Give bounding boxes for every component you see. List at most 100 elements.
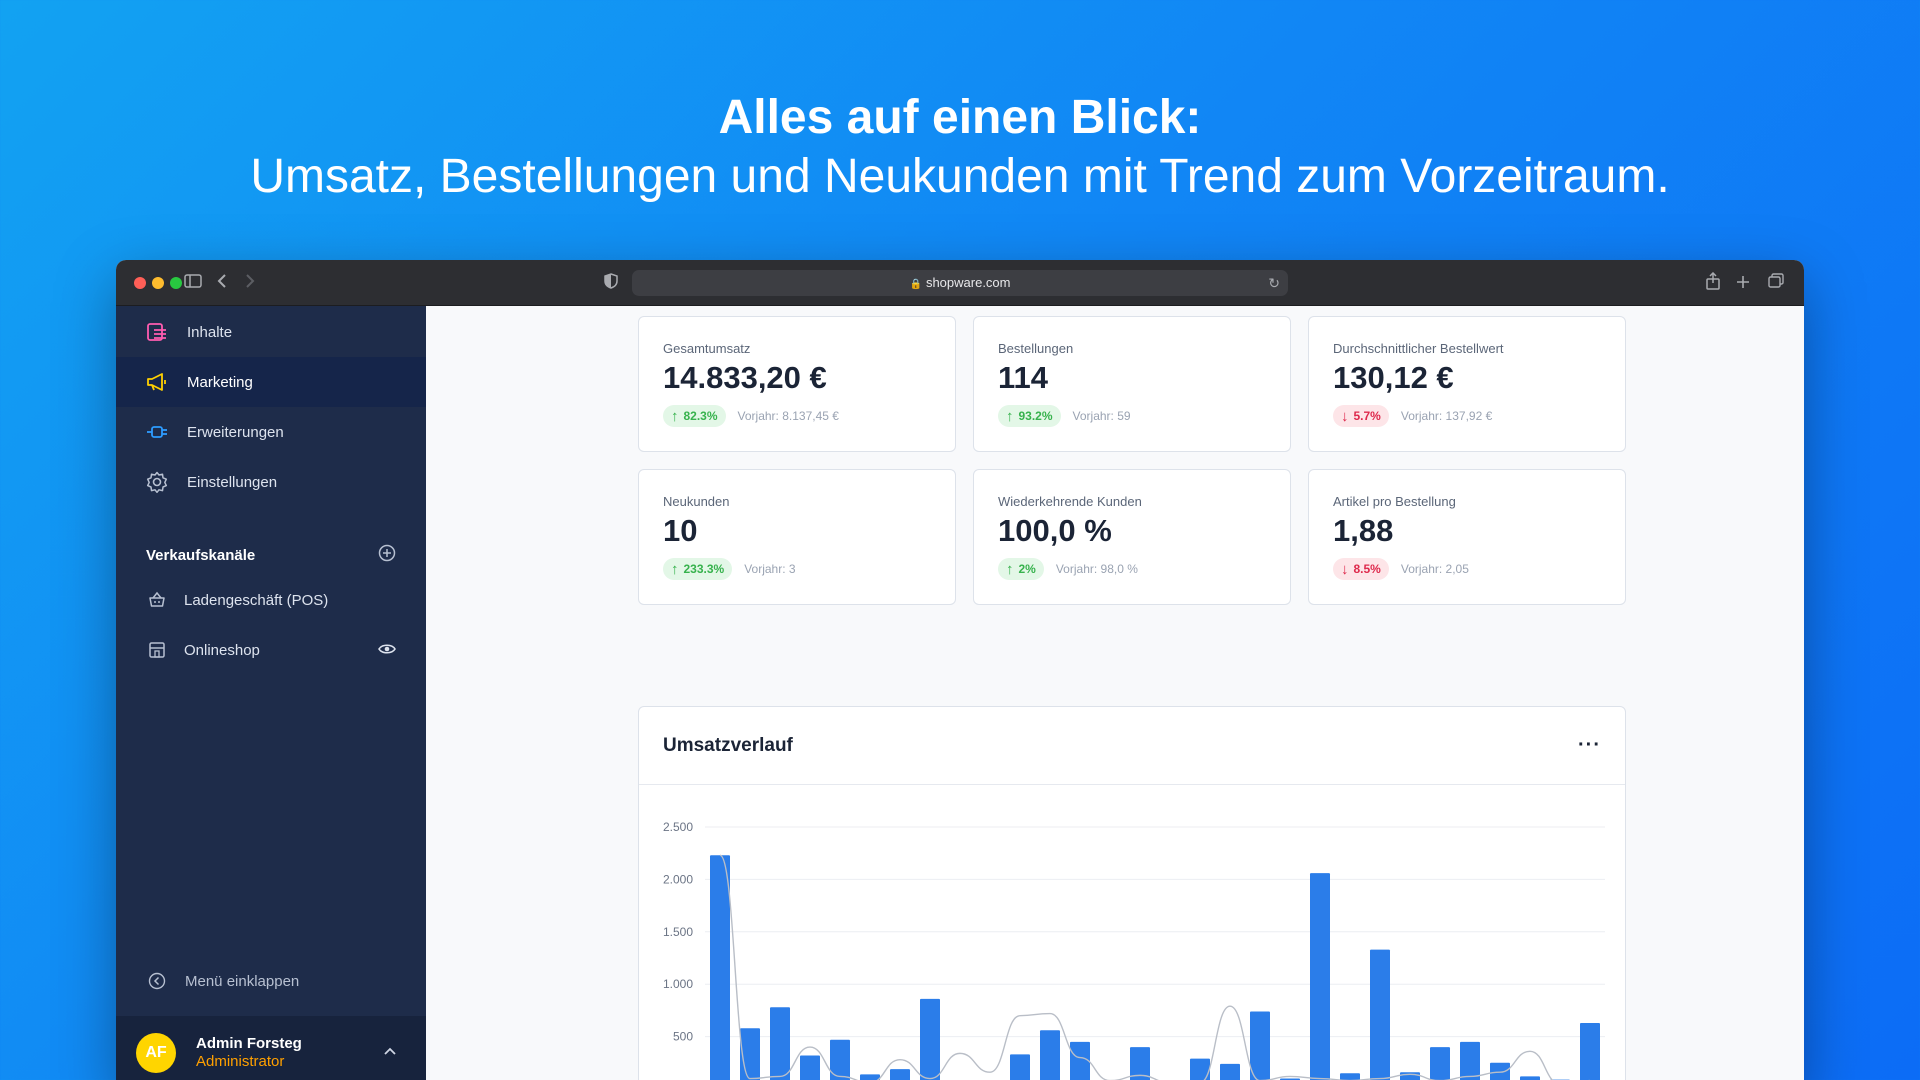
- sidebar-item-pos[interactable]: Ladengeschäft (POS): [116, 575, 426, 625]
- y-tick-label: 2.500: [663, 820, 693, 834]
- arrow-up-icon: ↑: [1006, 407, 1014, 425]
- bar[interactable]: [770, 1007, 790, 1080]
- bar[interactable]: [890, 1069, 910, 1080]
- chevron-up-icon[interactable]: [384, 1042, 396, 1058]
- hero-title: Alles auf einen Blick:: [718, 91, 1202, 144]
- bar[interactable]: [1340, 1073, 1360, 1080]
- bar[interactable]: [1190, 1058, 1210, 1080]
- previous-year-value: Vorjahr: 137,92 €: [1400, 409, 1493, 423]
- sidebar-item-marketing[interactable]: Marketing: [116, 357, 426, 407]
- sidebar-item-einstellungen[interactable]: Einstellungen: [116, 457, 426, 507]
- close-window-button[interactable]: [134, 277, 146, 289]
- back-icon[interactable]: [216, 272, 228, 294]
- user-menu[interactable]: AF Admin Forsteg Administrator: [116, 1016, 426, 1080]
- trend-value: 2%: [1018, 562, 1036, 576]
- trend-badge: ↓ 8.5%: [1333, 558, 1389, 580]
- forward-icon[interactable]: [244, 272, 256, 294]
- sidebar-item-label: Marketing: [187, 373, 253, 391]
- kpi-label: Wiederkehrende Kunden: [998, 494, 1142, 509]
- sidebar-item-label: Inhalte: [187, 323, 233, 341]
- kpi-value: 10: [663, 513, 698, 548]
- bar[interactable]: [1250, 1011, 1270, 1080]
- bar[interactable]: [1220, 1063, 1240, 1080]
- main-content: Gesamtumsatz 14.833,20 € ↑ 82.3% Vorjahr: 8.…: [426, 306, 1804, 1080]
- trend-value: 8.5%: [1353, 562, 1381, 576]
- collapse-menu-label: Menü einklappen: [185, 972, 300, 990]
- bar[interactable]: [1400, 1072, 1420, 1080]
- bar[interactable]: [1130, 1047, 1150, 1080]
- sidebar-item-label: Erweiterungen: [187, 423, 284, 441]
- plug-icon: [146, 421, 168, 443]
- previous-year-value: Vorjahr: 98,0 %: [1055, 562, 1138, 576]
- kpi-card: Durchschnittlicher Bestellwert 130,12 € ↓ 5…: [1308, 316, 1626, 452]
- sidebar-item-onlineshop[interactable]: Onlineshop: [116, 625, 426, 675]
- user-name: Admin Forsteg: [196, 1035, 302, 1052]
- trend-badge: ↓ 5.7%: [1333, 405, 1389, 427]
- kpi-card: Wiederkehrende Kunden 100,0 % ↑ 2% Vorjahr: …: [973, 469, 1291, 605]
- eye-icon[interactable]: [378, 642, 396, 659]
- bar[interactable]: [920, 998, 940, 1080]
- sidebar-item-inhalte[interactable]: Inhalte: [116, 307, 426, 357]
- y-tick-label: 500: [673, 1030, 693, 1044]
- shield-icon[interactable]: [604, 272, 618, 294]
- kpi-card: Artikel pro Bestellung 1,88 ↓ 8.5% Vorjahr: …: [1308, 469, 1626, 605]
- bar[interactable]: [1310, 873, 1330, 1080]
- trend-badge: ↑ 2%: [998, 558, 1044, 580]
- bar[interactable]: [800, 1055, 820, 1080]
- kpi-label: Gesamtumsatz: [663, 341, 751, 356]
- new-tab-icon[interactable]: [1736, 272, 1750, 294]
- kpi-value: 130,12 €: [1333, 360, 1454, 395]
- sidebar-toggle-icon[interactable]: [184, 272, 202, 294]
- previous-period-line: [719, 854, 1590, 1080]
- add-channel-icon[interactable]: [378, 544, 396, 566]
- y-tick-label: 1.500: [663, 925, 693, 939]
- share-icon[interactable]: [1706, 271, 1720, 295]
- collapse-menu-button[interactable]: Menü einklappen: [116, 961, 426, 1001]
- tab-overview-icon[interactable]: [1768, 272, 1784, 294]
- browser-window: 🔒 shopware.com ↻ Inhalte Marketing: [116, 260, 1804, 1080]
- bar[interactable]: [1070, 1041, 1090, 1080]
- chart-header: Umsatzverlauf ···: [639, 707, 1625, 785]
- kpi-value: 100,0 %: [998, 513, 1112, 548]
- zoom-window-button[interactable]: [170, 277, 182, 289]
- more-options-icon[interactable]: ···: [1578, 734, 1601, 756]
- bar[interactable]: [1010, 1054, 1030, 1080]
- previous-year-value: Vorjahr: 59: [1072, 409, 1131, 423]
- bar[interactable]: [1580, 1022, 1600, 1080]
- bar[interactable]: [710, 855, 730, 1080]
- avatar: AF: [136, 1033, 176, 1073]
- y-tick-label: 2.000: [663, 872, 693, 886]
- kpi-card: Gesamtumsatz 14.833,20 € ↑ 82.3% Vorjahr: 8.…: [638, 316, 956, 452]
- megaphone-icon: [146, 371, 168, 393]
- kpi-label: Artikel pro Bestellung: [1333, 494, 1456, 509]
- kpi-value: 114: [998, 360, 1049, 395]
- bar[interactable]: [1490, 1062, 1510, 1080]
- trend-value: 93.2%: [1018, 409, 1053, 423]
- trend-value: 233.3%: [683, 562, 725, 576]
- sales-channels-title: Verkaufskanäle: [146, 546, 256, 564]
- user-role: Administrator: [196, 1053, 285, 1070]
- hero-subtitle: Umsatz, Bestellungen und Neukunden mit T…: [250, 150, 1670, 203]
- kpi-card: Bestellungen 114 ↑ 93.2% Vorjahr: 59: [973, 316, 1291, 452]
- bar[interactable]: [1430, 1047, 1450, 1080]
- revenue-chart-card: Umsatzverlauf ··· 05001.0001.5002.0002.5…: [638, 706, 1626, 1080]
- kpi-value: 1,88: [1333, 513, 1394, 548]
- bar[interactable]: [1040, 1030, 1060, 1080]
- bar[interactable]: [1460, 1041, 1480, 1080]
- chart-title: Umsatzverlauf: [663, 734, 793, 756]
- reload-icon[interactable]: ↻: [1268, 275, 1280, 291]
- kpi-label: Durchschnittlicher Bestellwert: [1333, 341, 1504, 356]
- kpi-value: 14.833,20 €: [663, 360, 827, 395]
- bar[interactable]: [1520, 1076, 1540, 1080]
- bar[interactable]: [860, 1074, 880, 1080]
- trend-badge: ↑ 82.3%: [663, 405, 726, 427]
- bar[interactable]: [1370, 949, 1390, 1080]
- minimize-window-button[interactable]: [152, 277, 164, 289]
- kpi-label: Bestellungen: [998, 341, 1074, 356]
- sidebar-item-erweiterungen[interactable]: Erweiterungen: [116, 407, 426, 457]
- basket-icon: [146, 589, 168, 611]
- arrow-down-icon: ↓: [1341, 560, 1349, 578]
- address-bar[interactable]: 🔒 shopware.com ↻: [632, 270, 1288, 296]
- kpi-card: Neukunden 10 ↑ 233.3% Vorjahr: 3: [638, 469, 956, 605]
- bar[interactable]: [830, 1039, 850, 1080]
